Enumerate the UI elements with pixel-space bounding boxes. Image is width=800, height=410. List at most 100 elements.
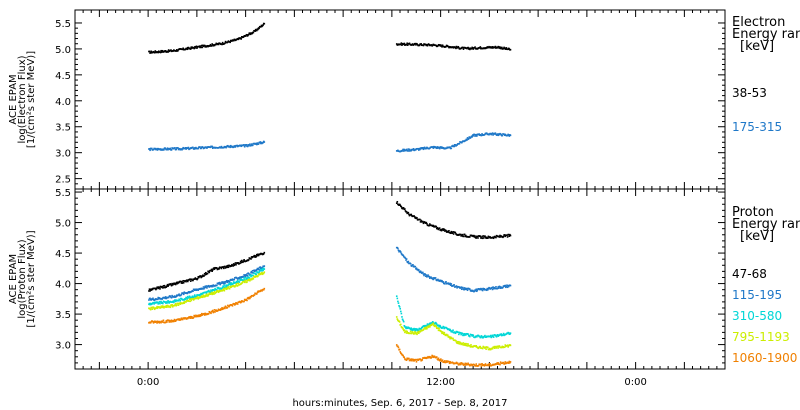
data-point bbox=[160, 300, 162, 303]
data-point bbox=[236, 279, 239, 282]
data-point bbox=[187, 280, 189, 283]
data-point bbox=[263, 287, 266, 290]
data-point bbox=[401, 316, 403, 318]
data-point bbox=[168, 321, 171, 323]
data-point bbox=[404, 210, 407, 212]
data-point bbox=[256, 253, 258, 256]
data-point bbox=[427, 325, 430, 328]
data-point bbox=[245, 276, 247, 279]
data-point bbox=[507, 362, 510, 364]
data-point bbox=[184, 146, 187, 149]
data-point bbox=[191, 278, 193, 281]
data-point bbox=[192, 299, 195, 301]
data-point bbox=[437, 45, 439, 47]
data-point bbox=[200, 147, 202, 150]
data-point bbox=[204, 273, 207, 276]
data-point bbox=[220, 147, 222, 149]
data-point bbox=[216, 284, 218, 287]
data-point bbox=[228, 280, 231, 283]
data-point bbox=[437, 357, 440, 360]
data-point bbox=[222, 266, 225, 268]
data-point bbox=[240, 145, 243, 148]
data-point bbox=[503, 334, 505, 337]
data-point bbox=[229, 284, 232, 286]
data-point bbox=[495, 133, 497, 135]
data-point bbox=[405, 258, 408, 260]
data-point bbox=[196, 315, 199, 318]
data-point bbox=[170, 296, 173, 299]
data-point bbox=[449, 284, 452, 286]
data-point bbox=[442, 326, 445, 328]
data-point bbox=[430, 356, 433, 359]
data-point bbox=[398, 304, 400, 307]
data-point bbox=[469, 48, 471, 51]
data-point bbox=[160, 306, 163, 309]
data-point bbox=[199, 46, 201, 49]
series-38-53 bbox=[148, 22, 512, 54]
data-point bbox=[211, 289, 213, 292]
data-point bbox=[232, 284, 235, 287]
data-point bbox=[149, 149, 151, 152]
data-point bbox=[424, 326, 426, 329]
data-point bbox=[472, 48, 475, 50]
data-point bbox=[203, 314, 206, 316]
data-point bbox=[509, 134, 512, 137]
data-point bbox=[189, 278, 191, 280]
data-point bbox=[210, 269, 212, 272]
data-point bbox=[402, 150, 405, 152]
data-point bbox=[422, 148, 425, 151]
data-point bbox=[193, 148, 195, 150]
y-tick-label: 5.5 bbox=[55, 188, 71, 199]
data-point bbox=[406, 261, 409, 264]
data-point bbox=[162, 285, 165, 287]
data-point bbox=[203, 44, 206, 47]
data-point bbox=[456, 340, 459, 343]
data-point bbox=[494, 287, 497, 290]
data-point bbox=[422, 222, 425, 225]
data-point bbox=[232, 281, 235, 283]
data-point bbox=[505, 47, 508, 49]
data-point bbox=[191, 296, 193, 299]
data-point bbox=[503, 46, 505, 49]
data-point bbox=[254, 256, 256, 258]
data-point bbox=[407, 148, 410, 150]
data-point bbox=[415, 360, 418, 363]
data-point bbox=[173, 295, 176, 297]
data-point bbox=[428, 275, 431, 278]
data-point bbox=[193, 295, 195, 298]
data-point bbox=[243, 300, 245, 303]
data-point bbox=[509, 48, 512, 51]
data-point bbox=[235, 301, 237, 304]
data-point bbox=[495, 236, 497, 239]
plot-frame bbox=[74, 9, 726, 190]
data-point bbox=[210, 292, 212, 295]
data-point bbox=[495, 286, 497, 288]
data-point bbox=[507, 233, 510, 236]
data-point bbox=[252, 31, 255, 34]
data-point bbox=[506, 236, 509, 238]
data-point bbox=[408, 150, 410, 152]
data-point bbox=[245, 35, 247, 37]
x-tick-label: 12:00 bbox=[426, 377, 455, 388]
data-point bbox=[473, 234, 475, 237]
data-point bbox=[451, 330, 453, 332]
data-point bbox=[463, 287, 466, 289]
data-point bbox=[189, 317, 191, 320]
data-point bbox=[440, 279, 442, 282]
data-point bbox=[182, 279, 184, 282]
data-point bbox=[441, 228, 444, 230]
data-point bbox=[243, 277, 245, 279]
data-point bbox=[484, 236, 487, 238]
data-point bbox=[253, 270, 256, 273]
data-point bbox=[413, 360, 415, 362]
data-point bbox=[250, 278, 252, 280]
data-point bbox=[400, 251, 402, 253]
data-point bbox=[148, 299, 150, 301]
data-point bbox=[504, 47, 507, 50]
data-point bbox=[250, 144, 252, 147]
data-point bbox=[495, 335, 498, 338]
data-point bbox=[461, 332, 464, 335]
data-point bbox=[222, 146, 225, 149]
data-point bbox=[180, 318, 182, 321]
